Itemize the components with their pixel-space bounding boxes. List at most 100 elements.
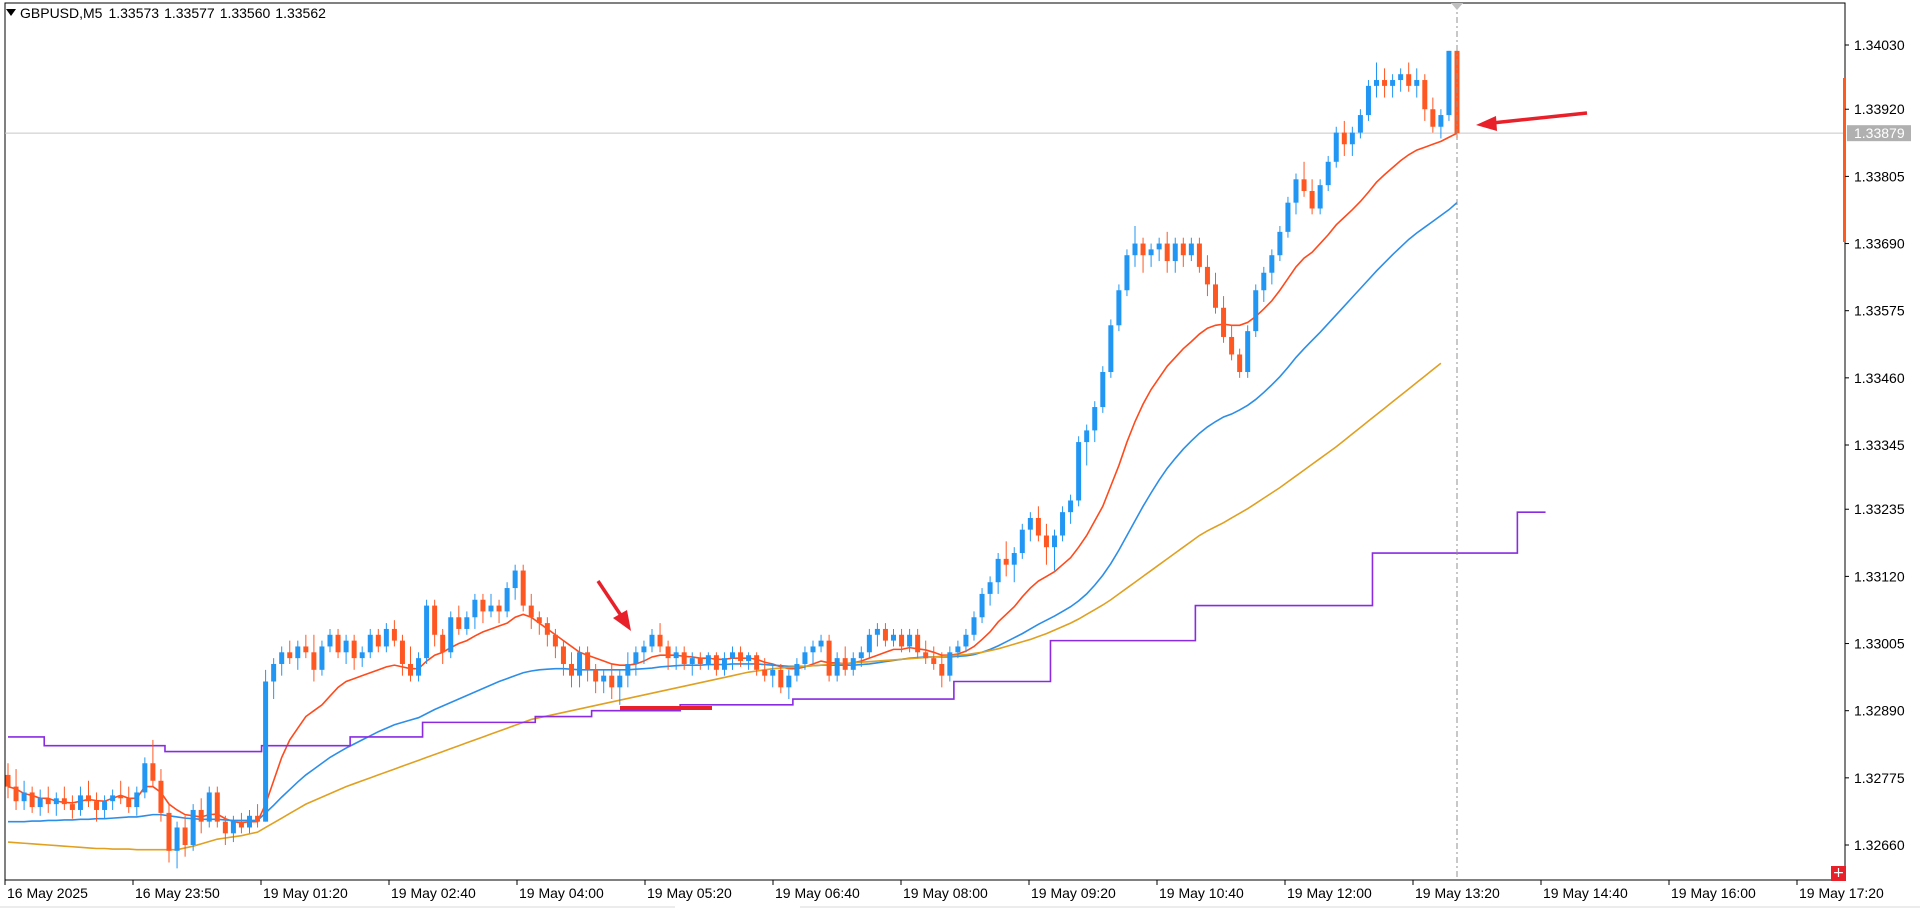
y-tick-label: 1.33690: [1854, 236, 1905, 252]
candle-body: [1020, 530, 1025, 553]
candle-body: [859, 652, 864, 658]
candle: [360, 646, 365, 666]
y-tick-label: 1.33805: [1854, 168, 1905, 184]
candle-body: [931, 658, 936, 664]
candle-body: [1116, 290, 1121, 325]
candle-body: [754, 655, 759, 670]
candle: [1213, 273, 1218, 314]
candle-body: [344, 641, 349, 653]
candle-body: [690, 658, 695, 664]
candle: [158, 769, 163, 822]
candle-body: [1076, 442, 1081, 500]
candle: [440, 629, 445, 664]
candle-body: [1149, 249, 1154, 255]
candle-body: [424, 606, 429, 659]
candle: [1390, 74, 1395, 97]
y-tick-label: 1.34030: [1854, 37, 1905, 53]
candle-body: [440, 635, 445, 653]
low-value: 1.33560: [220, 5, 271, 21]
candle-body: [593, 670, 598, 682]
candle: [150, 740, 155, 787]
candle: [505, 582, 510, 617]
candle: [400, 635, 405, 676]
candle: [1430, 98, 1435, 133]
open-value: 1.33573: [108, 5, 159, 21]
candle-body: [175, 827, 180, 850]
candle-body: [1044, 536, 1049, 548]
current-price-tag-label: 1.33879: [1854, 125, 1905, 141]
candle-body: [569, 664, 574, 676]
candle: [625, 652, 630, 687]
candle: [432, 600, 437, 647]
candle: [6, 763, 11, 798]
candle: [279, 646, 284, 675]
candle: [1406, 63, 1411, 92]
candle: [1398, 68, 1403, 91]
candle-body: [706, 655, 711, 664]
candle-body: [1326, 162, 1331, 185]
candle: [706, 652, 711, 670]
candle-body: [150, 763, 155, 781]
candle: [255, 804, 260, 827]
candle: [835, 652, 840, 681]
candle: [424, 600, 429, 664]
candle: [819, 635, 824, 653]
candle: [142, 757, 147, 798]
x-tick-label: 19 May 10:40: [1159, 885, 1244, 901]
candle: [448, 611, 453, 658]
candle-body: [601, 676, 606, 682]
triangle-down-icon[interactable]: [6, 9, 16, 16]
candle: [786, 670, 791, 699]
candle: [915, 629, 920, 658]
candle: [118, 781, 123, 804]
candle: [746, 652, 751, 670]
candle: [38, 790, 43, 816]
candle: [191, 804, 196, 851]
candle: [464, 611, 469, 634]
candles-layer: [6, 48, 1460, 868]
candle-body: [1124, 255, 1129, 290]
candle: [1302, 162, 1307, 197]
candle: [1334, 127, 1339, 168]
candle: [1253, 284, 1258, 337]
candle-body: [915, 635, 920, 653]
candle: [1165, 232, 1170, 273]
candle: [1358, 109, 1363, 138]
candle-body: [1310, 191, 1315, 209]
candle-body: [674, 652, 679, 658]
axes-layer: 1.340301.339201.338051.336901.335751.334…: [0, 37, 1920, 907]
candle: [988, 576, 993, 605]
moving-averages-layer: [8, 133, 1546, 849]
candle-body: [617, 676, 622, 688]
x-tick-label: 19 May 05:20: [647, 885, 732, 901]
candle: [207, 787, 212, 828]
plot-border: [5, 3, 1845, 880]
candle-body: [183, 827, 188, 845]
candle-body: [1374, 80, 1379, 86]
candle: [633, 646, 638, 675]
candle: [650, 629, 655, 652]
candle: [456, 606, 461, 635]
candle: [239, 813, 244, 833]
ma_fast-line: [8, 133, 1457, 823]
candle: [392, 620, 397, 646]
candle: [86, 781, 91, 807]
candle-body: [489, 606, 494, 612]
candle-body: [126, 798, 131, 807]
plus-icon[interactable]: +: [1831, 866, 1846, 881]
candle-body: [778, 670, 783, 688]
candle: [247, 810, 252, 833]
candle: [1205, 255, 1210, 296]
candle-body: [102, 801, 107, 810]
candle: [497, 600, 502, 623]
candle-body: [1350, 133, 1355, 145]
candle: [1269, 249, 1274, 284]
ma_slow-line: [8, 363, 1441, 849]
candle-body: [1253, 290, 1258, 331]
candle: [126, 787, 131, 813]
candle-body: [835, 658, 840, 676]
candle-body: [1028, 518, 1033, 530]
candle: [480, 594, 485, 623]
candle: [134, 787, 139, 816]
